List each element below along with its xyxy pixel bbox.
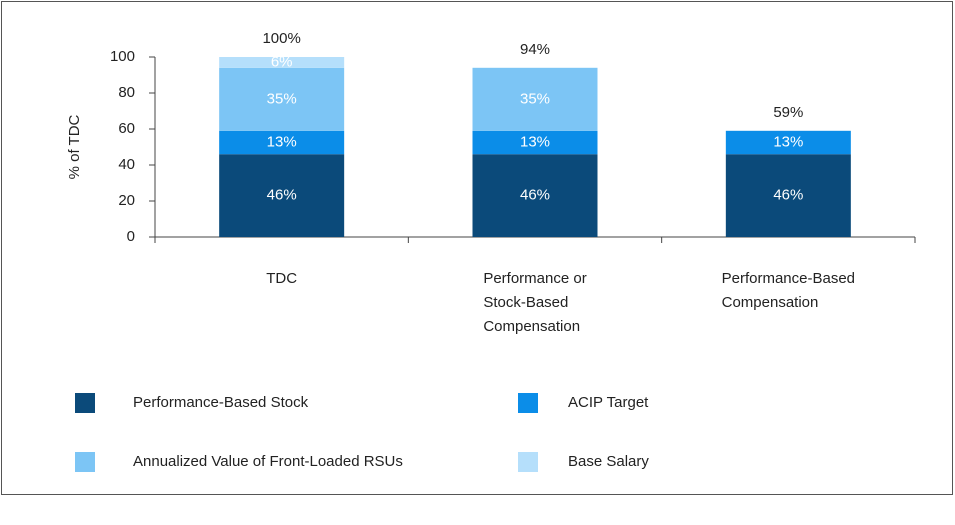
data-label: 13% — [267, 133, 297, 150]
bar-segment — [725, 154, 851, 237]
frame — [1, 1, 953, 495]
legend-label: Annualized Value of Front-Loaded RSUs — [133, 453, 403, 470]
bar-segment — [219, 67, 345, 131]
data-label: 13% — [520, 133, 550, 150]
y-tick-label: 60 — [118, 120, 135, 137]
data-label: 46% — [520, 187, 550, 204]
bar-segment — [219, 154, 345, 237]
bar-segment — [472, 130, 598, 155]
bar-segment — [219, 57, 345, 68]
legend-label: Performance-Based Stock — [133, 394, 309, 411]
legend-swatch — [518, 393, 538, 413]
y-tick-label: 20 — [118, 192, 135, 209]
data-label: 13% — [773, 133, 803, 150]
bar-segment — [472, 67, 598, 131]
y-tick-label: 100 — [110, 48, 135, 65]
data-label: 46% — [267, 187, 297, 204]
legend-swatch — [75, 452, 95, 472]
data-label: 35% — [267, 90, 297, 107]
legend-label: Base Salary — [568, 453, 649, 470]
bar-segment — [725, 130, 851, 155]
x-tick-label: TDC — [266, 270, 297, 287]
bar-segment — [472, 154, 598, 237]
y-tick-label: 40 — [118, 156, 135, 173]
x-tick-label: Performance-Based Compensation — [722, 270, 855, 311]
legend-label: ACIP Target — [568, 394, 649, 411]
total-label: 59% — [773, 104, 803, 121]
data-label: 35% — [520, 90, 550, 107]
total-label: 94% — [520, 41, 550, 58]
legend-swatch — [518, 452, 538, 472]
y-tick-label: 80 — [118, 84, 135, 101]
bar-segment — [219, 130, 345, 155]
total-label: 100% — [262, 30, 300, 47]
data-label: 46% — [773, 187, 803, 204]
legend-swatch — [75, 393, 95, 413]
data-label: 6% — [271, 53, 293, 70]
y-axis-title: % of TDC — [66, 114, 83, 179]
y-tick-label: 0 — [127, 228, 135, 245]
x-tick-label: Performance or Stock-Based Compensation — [483, 270, 586, 335]
